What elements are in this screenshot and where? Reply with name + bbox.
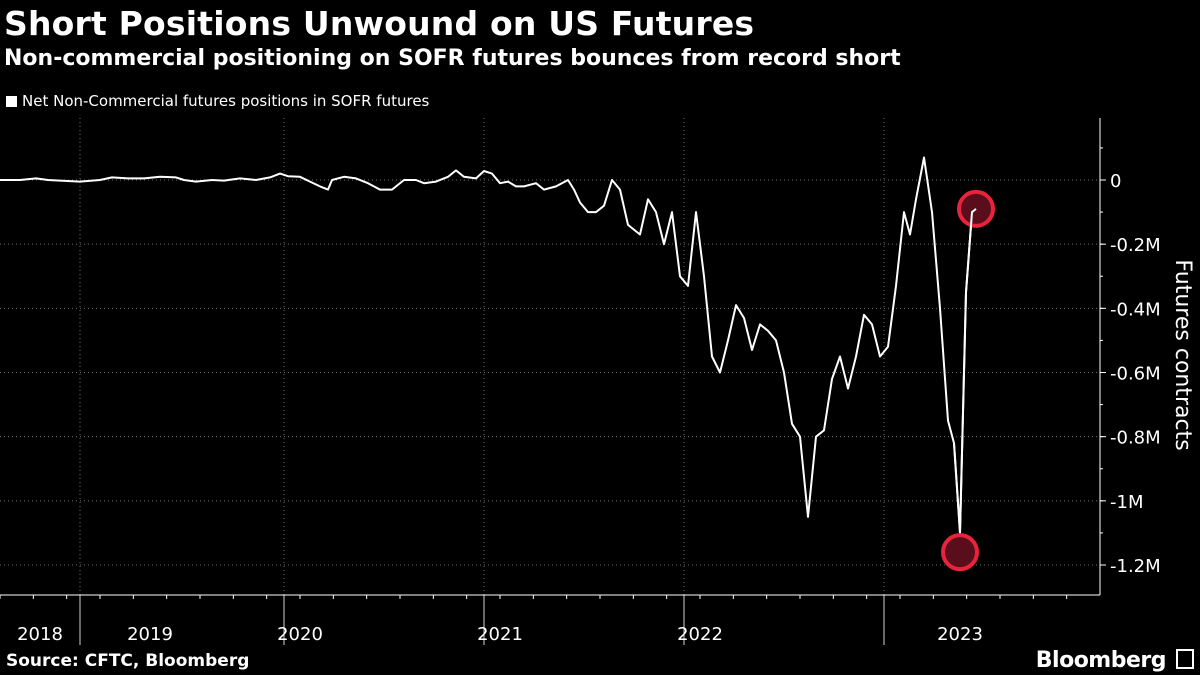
- x-tick-label: 2018: [17, 624, 63, 645]
- x-tick-label: 2019: [127, 624, 173, 645]
- series-layer: [0, 156, 977, 534]
- y-tick-label: -0.6M: [1110, 364, 1161, 385]
- grid-layer: [0, 118, 1100, 595]
- y-tick-label: -0.8M: [1110, 428, 1161, 449]
- axis-layer: 0 -0.2M -0.4M -0.6M -0.8M -1M -1.2M 2018 2019 202…: [0, 118, 1161, 645]
- legend-label: Net Non-Commercial futures positions in …: [22, 92, 430, 110]
- y-tick-label: -1.2M: [1110, 556, 1161, 577]
- bloomberg-logo-box-icon: [1176, 649, 1194, 669]
- x-tick-label: 2021: [477, 624, 523, 645]
- y-tick-label: -0.4M: [1110, 299, 1161, 320]
- chart-title: Short Positions Unwound on US Futures: [4, 4, 755, 43]
- bloomberg-logo: Bloomberg: [1035, 648, 1167, 673]
- x-tick-label: 2022: [677, 624, 723, 645]
- series-line: [0, 156, 977, 534]
- x-tick-label: 2020: [277, 624, 323, 645]
- annotation-layer: [941, 189, 995, 572]
- source-note: Source: CFTC, Bloomberg: [6, 651, 250, 671]
- y-tick-label: 0: [1110, 171, 1121, 192]
- chart-subtitle: Non-commercial positioning on SOFR futur…: [4, 46, 901, 71]
- y-tick-label: -0.2M: [1110, 235, 1161, 256]
- highlight-circle-record-short: [941, 533, 979, 572]
- legend-swatch: [6, 95, 17, 107]
- series-line-overlay: [953, 208, 977, 533]
- legend: Net Non-Commercial futures positions in …: [6, 92, 429, 110]
- highlight-circle-latest: [957, 189, 995, 228]
- y-axis-label: Futures contracts: [1170, 259, 1195, 450]
- x-tick-label: 2023: [937, 624, 983, 645]
- y-tick-label: -1M: [1110, 492, 1143, 513]
